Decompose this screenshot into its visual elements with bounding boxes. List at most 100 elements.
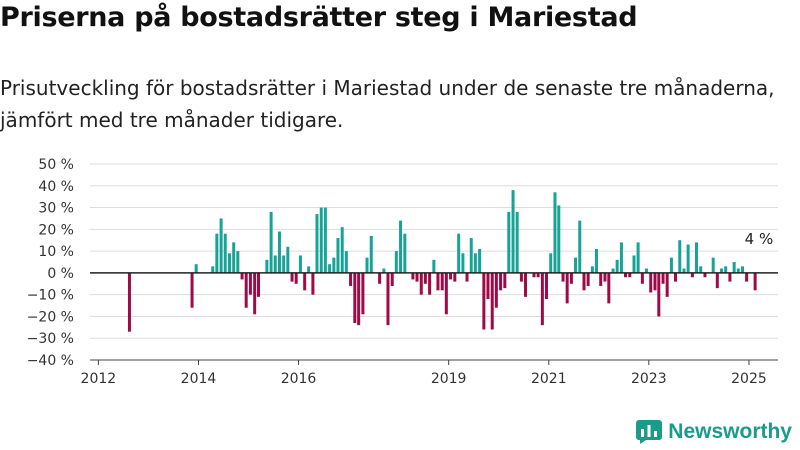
bar [403,233,407,273]
x-tick-label: 2021 [531,371,567,387]
bar [724,266,728,273]
y-tick-label: −20 % [27,309,74,325]
bar [753,272,757,291]
bar [294,272,298,284]
bar [736,268,740,273]
bar [336,238,340,273]
y-tick-label: −40 % [27,353,74,369]
bar [682,268,686,273]
bar [611,268,615,273]
bar [223,233,227,273]
bar [632,255,636,273]
bar [720,268,724,273]
bar [269,211,273,273]
bar [436,272,440,291]
bars [127,190,757,332]
bar [486,272,490,300]
bar [227,253,231,273]
bar [578,220,582,273]
bar [365,257,369,273]
brand-name: Newsworthy [668,420,792,443]
newsworthy-logo[interactable]: Newsworthy [636,420,792,444]
bar [482,272,486,330]
bar [465,272,469,282]
bar [428,272,432,295]
chart-title: Priserna på bostadsrätter steg i Mariest… [0,2,638,33]
bar [732,262,736,273]
y-tick-label: 20 % [38,222,74,238]
bar [586,272,590,286]
bar [507,211,511,273]
bar [644,268,648,273]
bar [678,240,682,273]
bar [524,272,528,297]
bar [215,233,219,273]
bar [478,248,482,273]
y-tick-label: 50 % [38,157,74,173]
bar [690,272,694,278]
bar [711,257,715,273]
y-tick-label: 10 % [38,244,74,260]
bar [211,266,215,273]
bar [444,272,448,315]
x-tick-label: 2025 [731,371,767,387]
bar [473,253,477,273]
bar [315,214,319,273]
bar [190,272,194,308]
bar [303,272,307,291]
bar [669,257,673,273]
bar [419,272,423,295]
bar [332,257,336,273]
bar [511,190,515,273]
bar [311,272,315,295]
bar [244,272,248,308]
bar [323,207,327,273]
bar [257,272,261,297]
bar [557,205,561,273]
bar [503,272,507,289]
bar [219,218,223,273]
bar [553,192,557,273]
y-tick-label: −30 % [27,331,74,347]
bar [499,272,503,291]
bar-chart-icon [636,420,663,444]
bar [603,272,607,282]
bar [349,272,353,286]
bar [582,272,586,291]
bar [519,272,523,282]
x-tick-label: 2016 [281,371,317,387]
bar [640,272,644,284]
bar [307,266,311,273]
bar [544,272,548,300]
x-axis-ticks: 2012 2014 2016 2019 2021 2023 2025 [81,360,767,387]
bar [415,272,419,282]
bar [319,207,323,273]
bar [282,255,286,273]
bar [378,272,382,284]
bar [449,272,453,280]
bar [615,259,619,273]
bar [457,233,461,273]
bar [286,246,290,273]
x-tick-label: 2019 [431,371,467,387]
bar [661,272,665,284]
bar [432,259,436,273]
bar [236,251,240,273]
bar [490,272,494,330]
bar [357,272,361,326]
bar [594,248,598,273]
bar [694,242,698,273]
bar [674,272,678,282]
bar [590,266,594,273]
bar [569,272,573,284]
grid-lines [90,163,778,361]
latest-value-label: 4 % [745,230,774,248]
bar [340,227,344,273]
bar [515,211,519,273]
bar [240,272,244,280]
bar [248,272,252,295]
y-tick-label: 30 % [38,201,74,217]
bar [745,272,749,282]
bar [561,272,565,282]
x-tick-label: 2023 [631,371,667,387]
